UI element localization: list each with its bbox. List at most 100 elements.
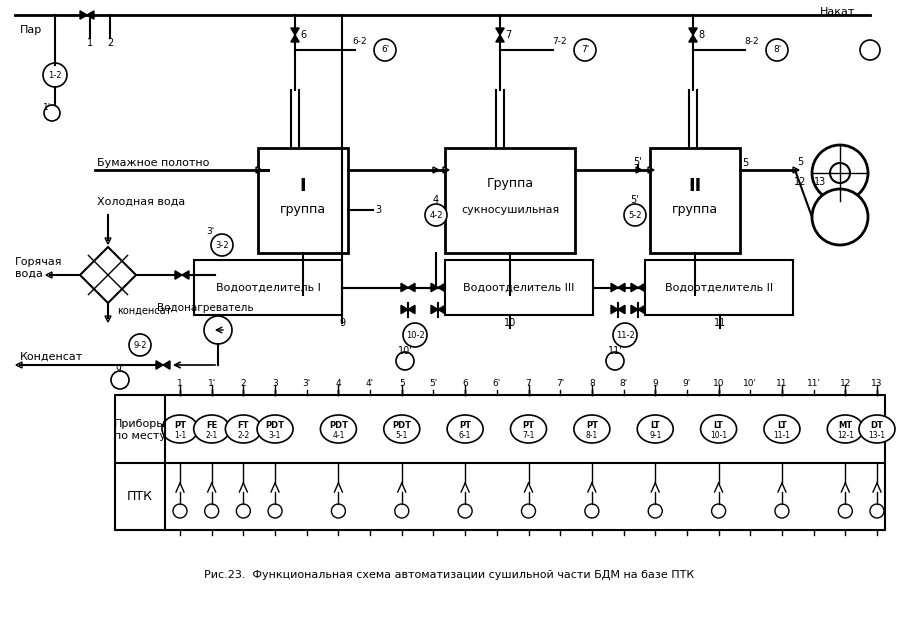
Circle shape [374,39,396,61]
Text: LT: LT [650,421,660,431]
Ellipse shape [859,415,895,443]
Text: 10': 10' [743,379,757,388]
Ellipse shape [384,415,420,443]
Text: 6: 6 [462,379,468,388]
Text: 5': 5' [430,379,438,388]
Circle shape [812,145,868,201]
Ellipse shape [827,415,863,443]
Polygon shape [443,167,449,173]
Polygon shape [692,293,698,299]
Text: 9: 9 [339,318,345,328]
Text: 10-1: 10-1 [710,431,727,439]
Text: 12-1: 12-1 [837,431,854,439]
Text: сукносушильная: сукносушильная [461,205,559,215]
Text: 4-1: 4-1 [333,431,344,439]
Circle shape [111,371,129,389]
Polygon shape [105,316,111,322]
Polygon shape [689,35,698,42]
Circle shape [403,323,427,347]
Text: 5-1: 5-1 [396,431,408,439]
Polygon shape [256,167,262,173]
Bar [645,260,793,315]
Text: Холодная вода: Холодная вода [97,197,185,207]
Text: 4: 4 [335,379,342,388]
Text: 2-1: 2-1 [206,431,218,439]
Text: 7': 7' [581,46,589,54]
Ellipse shape [447,415,483,443]
Bar [194,260,342,315]
Bar [445,260,593,315]
Text: 11': 11' [806,379,821,388]
Polygon shape [631,283,638,291]
Text: 13-1: 13-1 [868,431,886,439]
Text: 10: 10 [503,318,516,328]
Text: MT: MT [838,421,852,431]
Polygon shape [611,305,618,314]
Text: 9': 9' [116,366,124,374]
Text: 5': 5' [634,157,643,167]
Polygon shape [401,305,408,314]
Circle shape [712,504,725,518]
Polygon shape [689,28,698,35]
Polygon shape [793,167,799,173]
Circle shape [395,504,409,518]
Text: 5: 5 [797,157,803,167]
Text: Пар: Пар [20,25,42,35]
Text: Водонагреватель: Водонагреватель [157,303,254,313]
Text: Приборы
по месту: Приборы по месту [114,419,166,441]
Bar [445,148,575,253]
Circle shape [585,504,599,518]
Text: PT: PT [174,421,186,431]
Circle shape [766,39,788,61]
Polygon shape [80,247,136,303]
Polygon shape [648,167,654,173]
Text: 11: 11 [714,318,726,328]
Text: 11-2: 11-2 [616,331,635,339]
Text: FT: FT [237,421,249,431]
Polygon shape [438,283,445,291]
Circle shape [860,40,880,60]
Polygon shape [496,35,504,42]
Polygon shape [631,305,638,314]
Polygon shape [618,305,625,314]
Polygon shape [290,28,299,35]
Text: PDT: PDT [329,421,348,431]
Text: 7: 7 [505,30,512,40]
Text: 8': 8' [773,46,781,54]
Text: 8: 8 [589,379,595,388]
Text: PT: PT [459,421,471,431]
Polygon shape [156,361,163,369]
Text: 1-2: 1-2 [49,71,62,79]
Text: 6: 6 [300,30,306,40]
Circle shape [870,504,884,518]
Circle shape [624,204,646,226]
Text: 10': 10' [397,346,413,356]
Text: конденсат: конденсат [117,306,172,316]
Text: 5-2: 5-2 [628,210,642,220]
Polygon shape [431,305,438,314]
Circle shape [43,63,67,87]
Text: PDT: PDT [265,421,285,431]
Text: Водоотделитель II: Водоотделитель II [665,283,773,293]
Text: 3-2: 3-2 [215,240,229,250]
Text: 4: 4 [433,195,439,205]
Text: 8-2: 8-2 [744,37,760,47]
Text: 5': 5' [630,195,639,205]
Text: 3: 3 [375,205,381,215]
Text: PT: PT [522,421,535,431]
Bar [650,148,740,253]
Text: 6': 6' [381,46,389,54]
Text: FE: FE [206,421,218,431]
Ellipse shape [574,415,610,443]
Text: 6-2: 6-2 [352,37,368,47]
Circle shape [129,334,151,356]
Text: Конденсат: Конденсат [20,352,84,362]
Ellipse shape [226,415,262,443]
Circle shape [648,504,663,518]
Circle shape [458,504,472,518]
Text: Рис.23.  Функциональная схема автоматизации сушильной части БДМ на базе ПТК: Рис.23. Функциональная схема автоматизац… [204,570,694,580]
Text: 11-1: 11-1 [773,431,790,439]
Polygon shape [408,305,415,314]
Polygon shape [636,167,642,173]
Polygon shape [401,283,408,291]
